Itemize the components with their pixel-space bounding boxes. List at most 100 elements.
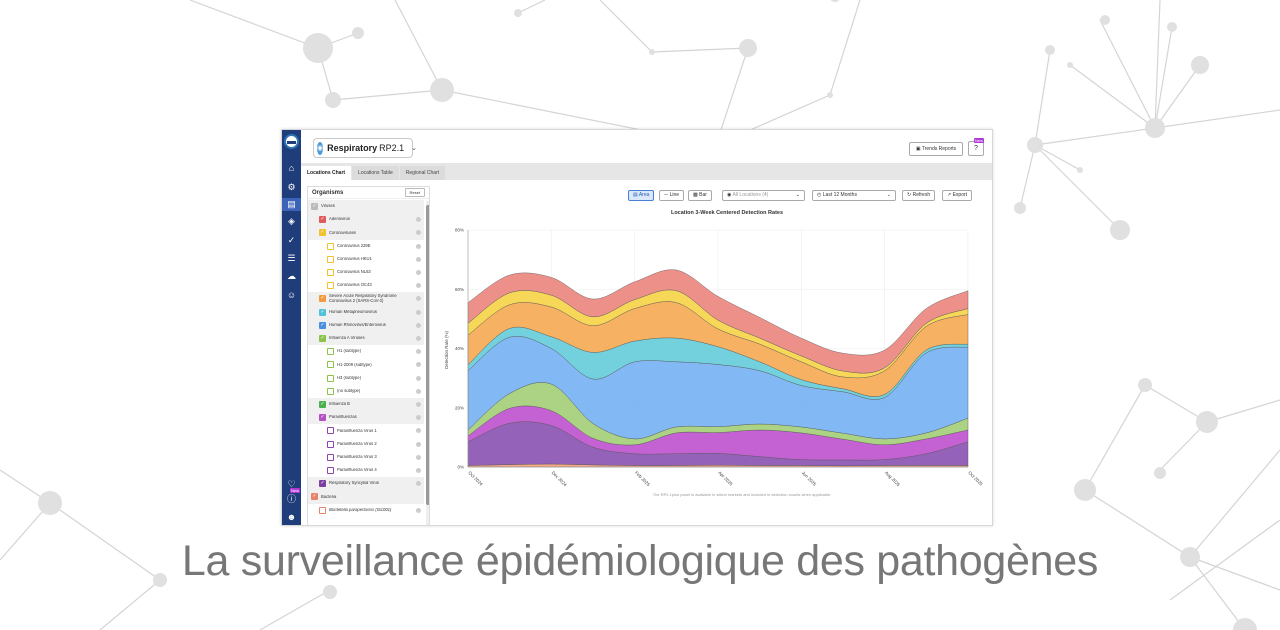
info-icon[interactable] — [416, 296, 421, 302]
info-icon[interactable] — [416, 217, 421, 223]
organism-row[interactable]: H3 (subtype) — [308, 372, 424, 385]
organism-label: H1 (subtype) — [337, 349, 361, 354]
organism-checkbox[interactable] — [327, 387, 334, 395]
info-icon[interactable] — [416, 362, 421, 368]
organism-checkbox[interactable] — [327, 242, 334, 250]
cube-icon[interactable]: ◈ — [288, 216, 295, 226]
organism-row[interactable]: (no subtype) — [308, 385, 424, 398]
user-icon[interactable]: ☻ — [286, 512, 297, 522]
tab-locations-table[interactable]: Locations Table — [352, 166, 399, 180]
cloud-icon[interactable]: ☁ — [287, 271, 296, 281]
organism-checkbox[interactable] — [327, 361, 334, 369]
organism-checkbox[interactable]: ✓ — [319, 216, 326, 224]
app-logo[interactable] — [284, 134, 299, 149]
organism-checkbox[interactable]: ✓ — [319, 335, 326, 343]
info-icon[interactable] — [416, 243, 421, 249]
organism-row[interactable]: H1 (subtype) — [308, 345, 424, 358]
organism-checkbox[interactable] — [327, 427, 334, 435]
organism-checkbox[interactable] — [327, 467, 334, 475]
organism-checkbox[interactable] — [327, 255, 334, 263]
info-icon[interactable] — [416, 481, 421, 487]
info-icon[interactable] — [416, 270, 421, 276]
organism-checkbox[interactable]: ✓ — [319, 321, 326, 329]
organism-row[interactable]: Coronavirus OC43 — [308, 279, 424, 292]
tab-regional-chart[interactable]: Regional Chart — [399, 166, 446, 180]
organism-row[interactable]: Parainfluenza Virus 1 — [308, 424, 424, 437]
organism-checkbox[interactable]: ✓ — [319, 308, 326, 316]
info-icon[interactable]: ⓘ — [286, 494, 296, 504]
organism-checkbox[interactable] — [327, 282, 334, 290]
area-button[interactable]: ▤ Area — [628, 190, 655, 201]
organism-row[interactable]: Coronavirus 229E — [308, 240, 424, 253]
home-icon[interactable]: ⌂ — [288, 163, 295, 173]
period-select[interactable]: ◴ Last 12 Months ⌄ — [812, 190, 896, 201]
info-icon[interactable] — [416, 283, 421, 289]
organism-checkbox[interactable]: ✓ — [311, 493, 318, 501]
info-icon[interactable] — [416, 349, 421, 355]
organism-checkbox[interactable]: ✓ — [319, 295, 326, 303]
organism-checkbox[interactable]: ✓ — [311, 203, 318, 211]
organism-checkbox[interactable]: ✓ — [319, 229, 326, 237]
info-icon[interactable] — [416, 507, 421, 513]
organism-row[interactable]: Coronavirus NL63 — [308, 266, 424, 279]
organism-row[interactable]: ✓ Viruses — [308, 200, 424, 214]
organism-checkbox[interactable]: ✓ — [319, 401, 326, 409]
organism-row[interactable]: ✓ Influenza A Viruses — [308, 332, 424, 346]
organism-row[interactable]: ✓ Bacteria — [308, 490, 424, 504]
info-icon[interactable] — [416, 415, 421, 421]
info-icon[interactable] — [416, 375, 421, 381]
organism-row[interactable]: ✓ Coronaviruses — [308, 226, 424, 240]
trends-reports-button[interactable]: ▣ Trends Reports — [909, 142, 963, 156]
bell-icon[interactable]: ♡ — [287, 479, 296, 489]
organism-checkbox[interactable] — [327, 440, 334, 448]
organism-checkbox[interactable] — [327, 269, 334, 277]
export-button[interactable]: ↗ Export — [942, 190, 973, 201]
organism-checkbox[interactable]: ✓ — [319, 414, 326, 422]
info-icon[interactable] — [416, 309, 421, 315]
info-icon[interactable] — [416, 230, 421, 236]
help-button[interactable]: ? — [968, 141, 984, 156]
refresh-button[interactable]: ↻ Refresh — [902, 190, 936, 201]
locations-select[interactable]: ◉ All Locations (4) ⌄ — [722, 190, 805, 201]
organism-row[interactable]: ✓ Severe Acute Respiratory Syndrome Coron… — [308, 292, 424, 306]
organism-row[interactable]: ✓ Respiratory Syncytial Virus — [308, 477, 424, 491]
organism-row[interactable]: Coronavirus HKU1 — [308, 253, 424, 266]
organism-checkbox[interactable] — [327, 453, 334, 461]
scrollbar-thumb[interactable] — [426, 205, 429, 505]
info-icon[interactable] — [416, 441, 421, 447]
organism-row[interactable]: ✓ Influenza B — [308, 398, 424, 412]
settings-icon[interactable]: ⚙ — [287, 182, 296, 192]
bar-button[interactable]: ▩ Bar — [688, 190, 712, 201]
info-icon[interactable] — [416, 468, 421, 474]
info-icon[interactable] — [416, 428, 421, 434]
check-icon[interactable]: ✓ — [287, 235, 296, 245]
organism-row[interactable]: Bordetella parapertussis (IS1001) — [308, 504, 424, 517]
info-icon[interactable] — [416, 388, 421, 394]
info-icon[interactable] — [416, 256, 421, 262]
organism-checkbox[interactable] — [319, 506, 326, 514]
organism-row[interactable]: Parainfluenza Virus 3 — [308, 451, 424, 464]
line-button[interactable]: ∽ Line — [659, 190, 685, 201]
organism-row[interactable]: ✓ Adenovirus — [308, 213, 424, 227]
tab-locations-chart[interactable]: Locations Chart — [301, 166, 352, 180]
users-icon[interactable]: ☺ — [286, 290, 297, 300]
info-icon[interactable] — [416, 454, 421, 460]
organism-checkbox[interactable] — [327, 374, 334, 382]
organism-row[interactable]: ✓ Parainfluenzas — [308, 411, 424, 425]
organism-row[interactable]: H1-2009 (subtype) — [308, 358, 424, 371]
organism-checkbox[interactable]: ✓ — [319, 480, 326, 488]
organism-row[interactable]: ✓ Human Metapneumovirus — [308, 305, 424, 319]
info-icon[interactable] — [416, 402, 421, 408]
chart-icon[interactable]: ▤ — [282, 198, 301, 211]
page-scroll-indicator[interactable] — [564, 525, 592, 526]
info-icon[interactable] — [416, 336, 421, 342]
reset-button[interactable]: Reset — [404, 188, 425, 197]
list-icon[interactable]: ☰ — [287, 253, 296, 263]
organism-row[interactable]: Parainfluenza Virus 2 — [308, 438, 424, 451]
product-selector[interactable]: ◉ Respiratory RP2.1 ⌄ — [313, 138, 417, 158]
info-icon[interactable] — [416, 322, 421, 328]
organism-row[interactable]: ✓ Human Rhinovirus/Enterovirus — [308, 318, 424, 332]
organism-checkbox[interactable] — [327, 348, 334, 356]
organism-row[interactable]: Parainfluenza Virus 4 — [308, 464, 424, 477]
organism-scrollbar[interactable] — [426, 201, 429, 525]
